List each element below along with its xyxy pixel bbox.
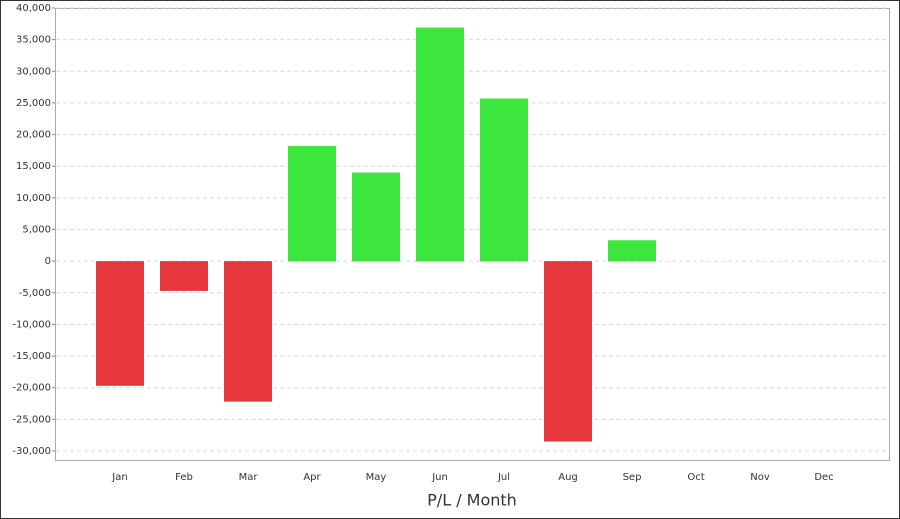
- bar: [96, 261, 144, 386]
- plot-frame: [55, 8, 890, 461]
- x-tick-label: Feb: [175, 472, 193, 483]
- y-tick-label: -15,000: [12, 351, 51, 362]
- bar: [224, 261, 272, 402]
- y-tick-label: -25,000: [12, 414, 51, 425]
- x-tick-label: Apr: [303, 472, 321, 483]
- bar: [352, 172, 400, 262]
- bar: [480, 98, 528, 262]
- bar: [608, 240, 656, 262]
- x-tick-label: Mar: [239, 472, 259, 483]
- x-tick-label: Jan: [111, 472, 127, 483]
- x-tick-label: Aug: [558, 472, 578, 483]
- x-tick-label: Nov: [750, 472, 770, 483]
- y-tick-label: -20,000: [12, 383, 51, 394]
- x-tick-label: May: [366, 472, 387, 483]
- y-tick-label: 10,000: [16, 193, 51, 204]
- y-tick-label: 20,000: [16, 130, 51, 141]
- x-tick-label: Dec: [814, 472, 833, 483]
- x-tick-label: Jul: [497, 472, 510, 483]
- chart-title: P/L / Month: [427, 491, 517, 510]
- y-tick-label: 15,000: [16, 161, 51, 172]
- bar: [544, 261, 592, 442]
- bar: [160, 261, 208, 291]
- y-tick-label: 40,000: [16, 3, 51, 14]
- y-tick-label: 35,000: [16, 35, 51, 46]
- x-tick-label: Sep: [623, 472, 642, 483]
- y-tick-label: 30,000: [16, 66, 51, 77]
- y-tick-label: 5,000: [22, 225, 51, 236]
- bar: [288, 145, 336, 262]
- x-tick-label: Oct: [687, 472, 704, 483]
- bar: [416, 27, 464, 262]
- y-tick-label: -30,000: [12, 446, 51, 457]
- x-tick-label: Jun: [431, 472, 448, 483]
- y-tick-label: 25,000: [16, 98, 51, 109]
- y-tick-label: -10,000: [12, 319, 51, 330]
- y-tick-label: 0: [45, 256, 51, 267]
- y-tick-label: -5,000: [19, 288, 51, 299]
